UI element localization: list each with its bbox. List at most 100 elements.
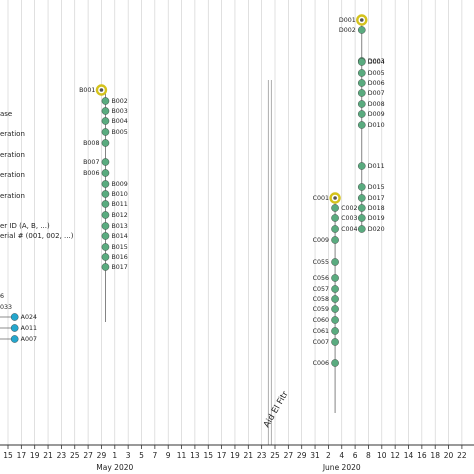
case-node xyxy=(331,359,339,367)
case-label: D010 xyxy=(368,122,385,129)
axis-tick-label: 17 xyxy=(17,451,27,460)
case-label: D004 xyxy=(368,59,385,66)
case-nodes xyxy=(10,14,368,367)
axis-tick-label: 19 xyxy=(230,451,240,460)
axis-tick-label: 1 xyxy=(112,451,117,460)
case-label: B003 xyxy=(111,108,127,115)
legend-line-1: eration xyxy=(0,130,25,138)
case-label: C058 xyxy=(313,296,329,303)
case-node xyxy=(101,128,110,136)
case-label: A011 xyxy=(21,325,37,332)
axis-tick-label: 19 xyxy=(30,451,40,460)
axis-tick-label: 29 xyxy=(297,451,307,460)
case-label: B010 xyxy=(111,191,127,198)
case-label: D019 xyxy=(368,215,385,222)
axis-tick-label: 2 xyxy=(326,451,331,460)
case-label: B006 xyxy=(83,170,99,177)
case-node xyxy=(101,139,110,147)
root-case-node-core xyxy=(99,88,104,92)
case-node xyxy=(331,338,339,346)
case-node xyxy=(331,258,339,266)
case-node xyxy=(331,274,339,282)
case-label: C001 xyxy=(313,195,329,202)
case-label: D017 xyxy=(368,195,385,202)
axis-tick-label: 29 xyxy=(97,451,107,460)
legend-line-0: ase xyxy=(0,110,12,118)
axis-tick-label: 10 xyxy=(377,451,387,460)
case-node xyxy=(357,214,366,222)
case-label: B005 xyxy=(111,129,127,136)
case-node xyxy=(101,117,110,125)
case-label: C061 xyxy=(313,328,329,335)
case-node xyxy=(331,316,339,324)
axis-tick-label: 13 xyxy=(190,451,200,460)
case-label: D006 xyxy=(368,80,385,87)
case-node xyxy=(331,295,339,303)
case-label: C007 xyxy=(313,339,329,346)
case-node xyxy=(10,313,19,321)
date-grid-lines xyxy=(7,0,463,445)
case-node xyxy=(101,211,110,219)
case-node xyxy=(357,121,366,129)
case-node xyxy=(101,232,110,240)
axis-tick-label: 21 xyxy=(244,451,254,460)
case-node xyxy=(357,69,366,77)
case-node xyxy=(331,327,339,335)
case-label: A007 xyxy=(21,336,37,343)
case-label: B016 xyxy=(111,254,127,261)
date-axis: 15 17 19 21 23 25 27 29 1 3 5 7 9 11 13 15 17 19 21 23 25 27 2… xyxy=(0,444,474,472)
case-labels: A024 A011 A007 6 033 B001 B002 B003 B004 B005 B008… xyxy=(0,17,385,367)
case-label: B013 xyxy=(111,223,127,230)
case-node xyxy=(357,26,366,34)
case-label: B017 xyxy=(111,264,127,271)
case-label: D001 xyxy=(339,17,356,24)
case-node xyxy=(357,100,366,108)
axis-tick-label: 6 xyxy=(353,451,358,460)
axis-tick-label: 17 xyxy=(217,451,227,460)
axis-tick-label: 7 xyxy=(152,451,157,460)
case-node xyxy=(101,180,110,188)
axis-tick-label: 23 xyxy=(57,451,67,460)
root-case-node-core xyxy=(359,18,364,22)
case-label: D015 xyxy=(368,184,385,191)
axis-tick-label: 8 xyxy=(366,451,371,460)
case-label: D018 xyxy=(368,205,385,212)
axis-tick-label: 25 xyxy=(270,451,280,460)
case-label: D002 xyxy=(339,27,356,34)
axis-tick-label: 12 xyxy=(390,451,400,460)
case-label: C060 xyxy=(313,317,329,324)
axis-tick-label: 18 xyxy=(430,451,440,460)
axis-tick-label: 9 xyxy=(166,451,171,460)
case-node xyxy=(357,79,366,87)
case-label: B008 xyxy=(83,140,99,147)
case-label: C059 xyxy=(313,306,329,313)
case-node xyxy=(101,190,110,198)
case-label: C056 xyxy=(313,275,329,282)
case-label: B015 xyxy=(111,244,127,251)
case-label: B007 xyxy=(83,159,99,166)
legend: ase eration eration eration eration er I… xyxy=(0,110,74,240)
root-case-node-core xyxy=(333,196,337,200)
axis-tick-label: 4 xyxy=(339,451,344,460)
axis-tick-label: 20 xyxy=(444,451,454,460)
case-node xyxy=(101,158,110,166)
holiday-annotation: Aid El Fitr xyxy=(262,389,291,429)
case-label: B011 xyxy=(111,201,127,208)
axis-tick-label: 31 xyxy=(310,451,320,460)
case-label: D005 xyxy=(368,70,385,77)
axis-tick-label: 22 xyxy=(457,451,467,460)
case-node xyxy=(101,253,110,261)
axis-tick-label: 21 xyxy=(43,451,53,460)
axis-tick-label: 23 xyxy=(257,451,267,460)
case-label: D011 xyxy=(368,163,385,170)
case-label: 033 xyxy=(0,304,12,311)
case-node xyxy=(331,305,339,313)
axis-tick-label: 11 xyxy=(177,451,187,460)
case-label: C006 xyxy=(313,360,329,367)
case-node xyxy=(101,243,110,251)
case-node xyxy=(357,162,366,170)
axis-tick-label: 27 xyxy=(284,451,294,460)
case-node xyxy=(357,110,366,118)
legend-line-2: eration xyxy=(0,151,25,159)
